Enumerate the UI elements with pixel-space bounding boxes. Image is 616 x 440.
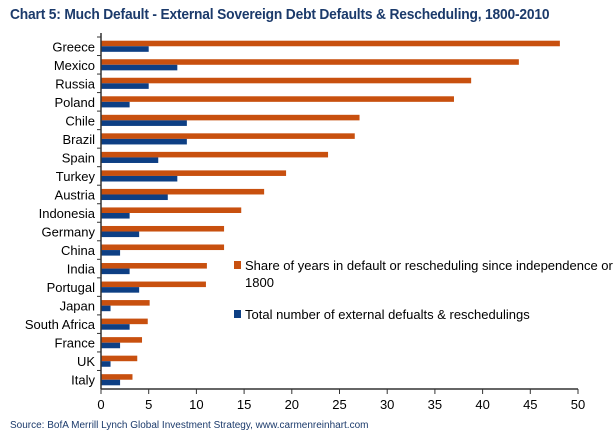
bar-share — [101, 244, 225, 251]
x-tick-label: 15 — [237, 397, 251, 412]
category-label: Greece — [52, 39, 95, 54]
bar-share — [101, 170, 287, 176]
bar-count — [101, 194, 168, 201]
bar-share — [101, 40, 560, 47]
bar-count — [101, 64, 178, 71]
category-label: Spain — [62, 150, 95, 165]
x-tick-label: 20 — [285, 397, 299, 412]
category-label: Austria — [55, 187, 96, 202]
legend-swatch — [234, 310, 241, 318]
bar-count — [101, 175, 178, 182]
category-label: China — [61, 243, 96, 258]
bar-count — [101, 287, 140, 293]
x-tick-label: 5 — [145, 397, 152, 412]
bar-count — [101, 138, 187, 145]
x-tick-label: 45 — [523, 397, 537, 412]
bar-share — [101, 300, 150, 306]
bar-count — [101, 268, 130, 275]
category-label: Indonesia — [39, 206, 96, 221]
category-label: Japan — [60, 299, 95, 314]
bar-share — [101, 337, 143, 343]
bar-share — [101, 188, 265, 195]
chart-source: Source: BofA Merrill Lynch Global Invest… — [10, 420, 369, 431]
bar-count — [101, 250, 121, 256]
x-tick-label: 30 — [380, 397, 394, 412]
legend-swatch — [234, 261, 241, 269]
category-label: Italy — [71, 373, 95, 388]
x-tick-label: 35 — [428, 397, 442, 412]
bar-count — [101, 305, 111, 312]
x-tick-label: 25 — [332, 397, 346, 412]
bar-share — [101, 263, 207, 269]
bar-share — [101, 207, 242, 213]
bar-count — [101, 231, 140, 238]
legend-label: Total number of external defualts & resc… — [245, 307, 530, 322]
x-tick-label: 0 — [97, 397, 104, 412]
category-label: France — [55, 336, 95, 351]
bar-count — [101, 101, 130, 108]
x-tick-label: 50 — [571, 397, 585, 412]
category-label: India — [67, 262, 96, 277]
bar-share — [101, 151, 329, 158]
category-label: Turkey — [56, 169, 96, 184]
bar-count — [101, 342, 121, 349]
category-label: Germany — [42, 225, 96, 240]
bar-count — [101, 46, 149, 52]
category-label: Brazil — [62, 132, 95, 147]
category-label: Chile — [65, 113, 95, 128]
bar-count — [101, 83, 149, 89]
category-label: UK — [77, 354, 95, 369]
bar-count — [101, 324, 130, 330]
category-label: Russia — [55, 76, 96, 91]
bar-share — [101, 96, 454, 102]
bar-count — [101, 379, 121, 386]
category-label: South Africa — [25, 317, 96, 332]
bar-count — [101, 120, 187, 126]
chart-title: Chart 5: Much Default - External Soverei… — [10, 6, 550, 23]
bar-share — [101, 225, 225, 232]
bar-count — [101, 361, 111, 367]
bar-share — [101, 355, 138, 362]
bar-share — [101, 318, 148, 325]
legend-label: Share of years in default or reschedulin… — [245, 258, 614, 273]
bar-count — [101, 157, 159, 163]
category-label: Mexico — [54, 58, 95, 73]
category-label: Portugal — [47, 280, 96, 295]
bar-share — [101, 59, 519, 65]
bar-share — [101, 374, 133, 380]
x-tick-label: 10 — [189, 397, 203, 412]
bar-count — [101, 213, 130, 219]
legend-label: 1800 — [245, 275, 274, 290]
bar-share — [101, 133, 355, 139]
bar-share — [101, 281, 206, 288]
x-tick-label: 40 — [475, 397, 489, 412]
bar-share — [101, 77, 472, 84]
category-label: Poland — [55, 95, 95, 110]
bar-share — [101, 114, 360, 121]
